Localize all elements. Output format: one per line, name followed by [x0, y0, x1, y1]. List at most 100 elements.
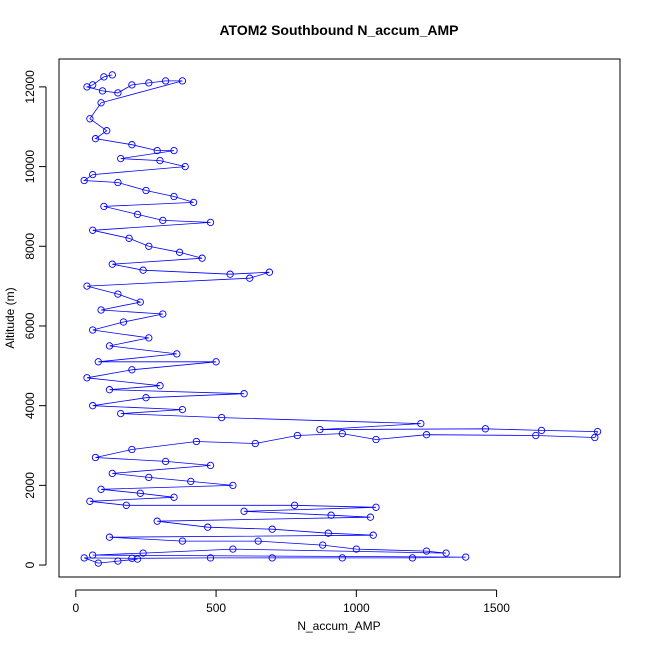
- y-tick-label: 4000: [23, 392, 37, 419]
- data-point: [97, 485, 105, 493]
- data-point: [170, 493, 178, 501]
- data-point: [591, 433, 599, 442]
- data-point: [268, 525, 276, 533]
- data-point: [192, 437, 201, 446]
- data-point: [240, 507, 248, 515]
- data-point: [366, 513, 375, 521]
- data-point: [128, 81, 136, 89]
- data-point: [114, 557, 122, 565]
- data-point: [181, 162, 189, 171]
- data-point: [189, 198, 198, 207]
- data-point: [83, 374, 91, 382]
- data-point: [133, 555, 142, 563]
- data-point: [136, 298, 144, 306]
- data-point: [206, 554, 215, 562]
- data-point: [105, 342, 114, 350]
- y-tick-label: 6000: [23, 312, 37, 339]
- data-point: [89, 326, 97, 334]
- data-point: [537, 426, 546, 435]
- data-point: [83, 83, 91, 91]
- data-point: [94, 358, 102, 366]
- data-point: [187, 477, 195, 486]
- data-point: [229, 481, 237, 490]
- data-point: [128, 554, 136, 562]
- data-point: [97, 99, 105, 107]
- data-point: [442, 549, 450, 557]
- y-axis-label: Altitude (m): [3, 287, 17, 348]
- data-point: [80, 176, 88, 185]
- data-point: [114, 178, 122, 187]
- data-point: [89, 226, 97, 234]
- data-point: [91, 135, 100, 143]
- data-point: [327, 511, 335, 519]
- data-point: [319, 541, 327, 549]
- data-point: [198, 254, 206, 262]
- data-point: [161, 457, 170, 466]
- y-axis: 0 2000 4000 6000 8000 10000 12000: [23, 70, 47, 568]
- data-point: [417, 419, 425, 428]
- data-point: [119, 318, 128, 326]
- chart-title: ATOM2 Southbound N_accum_AMP: [219, 22, 458, 38]
- data-point: [89, 551, 97, 559]
- data-point: [170, 146, 178, 155]
- data-point: [212, 358, 220, 366]
- plot-frame: [58, 58, 621, 578]
- data-point: [170, 192, 178, 201]
- data-point: [145, 79, 153, 87]
- data-point: [251, 439, 259, 448]
- data-point: [246, 274, 254, 282]
- data-point: [103, 127, 111, 135]
- data-point: [114, 89, 122, 97]
- data-point: [268, 554, 276, 562]
- y-tick-label: 2000: [23, 472, 37, 499]
- data-point: [156, 156, 164, 165]
- data-series: [80, 71, 602, 567]
- data-point: [83, 282, 91, 290]
- data-point: [114, 290, 122, 298]
- data-point: [352, 545, 360, 553]
- data-point: [139, 266, 147, 274]
- data-point: [139, 549, 147, 557]
- x-axis: 0 500 1000 1500: [72, 589, 510, 615]
- series-line: [83, 74, 599, 564]
- data-point: [142, 186, 150, 195]
- x-tick-label: 500: [206, 601, 226, 615]
- data-point: [422, 431, 431, 439]
- data-point: [422, 547, 431, 555]
- data-point: [175, 248, 184, 256]
- data-point: [89, 170, 97, 179]
- data-point: [338, 554, 346, 562]
- data-point: [265, 268, 274, 276]
- y-tick-label: 0: [23, 561, 37, 568]
- data-point: [408, 554, 417, 562]
- data-point: [97, 306, 105, 314]
- data-point: [145, 334, 153, 342]
- data-point: [94, 559, 102, 567]
- data-point: [369, 531, 377, 539]
- data-point: [153, 517, 161, 525]
- data-point: [254, 537, 262, 545]
- data-point: [178, 77, 187, 85]
- data-point: [462, 553, 470, 561]
- data-point: [156, 382, 164, 390]
- data-point: [290, 501, 299, 509]
- data-point: [218, 413, 226, 422]
- data-point: [293, 431, 302, 440]
- x-axis-label: N_accum_AMP: [297, 619, 380, 633]
- x-tick-label: 1500: [483, 601, 510, 615]
- data-point: [338, 429, 346, 438]
- data-point: [142, 394, 150, 402]
- data-point: [105, 386, 114, 394]
- data-point: [145, 242, 153, 250]
- y-tick-label: 8000: [23, 233, 37, 260]
- data-point: [159, 310, 167, 318]
- data-point: [86, 497, 94, 505]
- data-point: [89, 402, 97, 410]
- data-point: [532, 431, 540, 440]
- data-point: [108, 260, 116, 268]
- data-point: [117, 154, 125, 163]
- data-point: [100, 202, 108, 211]
- data-point: [593, 427, 602, 436]
